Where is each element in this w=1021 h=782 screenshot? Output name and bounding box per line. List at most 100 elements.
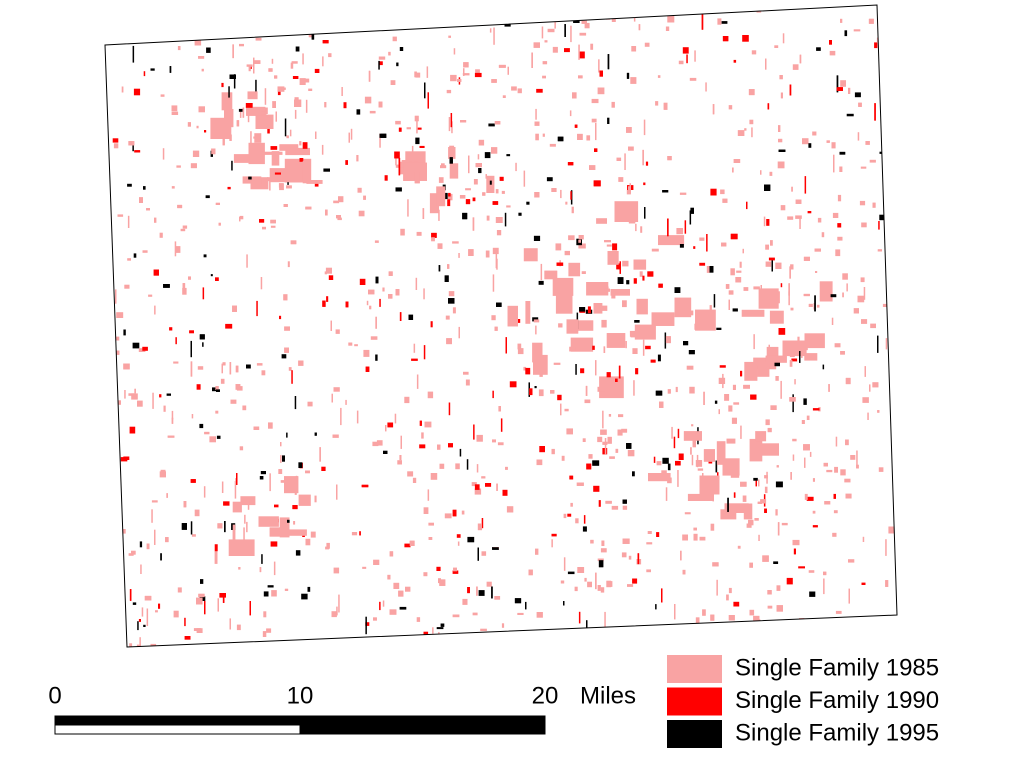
parcel [325, 209, 328, 216]
parcel [270, 219, 276, 224]
parcel [780, 283, 783, 288]
parcel [758, 479, 760, 487]
parcel [730, 268, 735, 276]
parcel [286, 185, 292, 189]
parcel [523, 18, 529, 22]
parcel [366, 300, 369, 306]
parcel [378, 101, 383, 108]
parcel [244, 514, 246, 524]
parcel [423, 288, 425, 300]
parcel [878, 467, 884, 472]
parcel [127, 215, 130, 228]
parcel [744, 128, 747, 131]
parcel [619, 261, 621, 274]
parcel [684, 220, 687, 234]
parcel [198, 593, 205, 598]
parcel [531, 52, 533, 68]
parcel [180, 23, 182, 33]
parcel [615, 448, 619, 453]
parcel [585, 385, 588, 396]
parcel [209, 436, 216, 443]
parcel [597, 585, 601, 591]
parcel [166, 493, 168, 498]
parcel [886, 278, 891, 283]
parcel [263, 591, 269, 597]
parcel [382, 600, 385, 607]
parcel [809, 591, 816, 597]
parcel [465, 379, 470, 386]
parcel [253, 136, 259, 139]
parcel [331, 393, 333, 403]
parcel [622, 505, 628, 510]
parcel [114, 336, 120, 341]
parcel [277, 90, 281, 96]
parcel [534, 192, 540, 198]
parcel [146, 608, 149, 627]
parcel [732, 167, 734, 173]
parcel [284, 347, 289, 353]
parcel [665, 336, 671, 344]
parcel [878, 221, 880, 230]
parcel [764, 184, 771, 191]
parcel [431, 237, 435, 242]
parcel [533, 235, 541, 241]
parcel [646, 569, 651, 573]
parcel [804, 493, 808, 500]
parcel [482, 192, 486, 196]
parcel [733, 402, 740, 405]
parcel [660, 239, 665, 244]
parcel [826, 140, 830, 143]
parcel [532, 342, 543, 363]
parcel [395, 120, 401, 125]
parcel [678, 60, 684, 65]
parcel [356, 410, 359, 424]
parcel [423, 631, 429, 636]
parcel [177, 204, 183, 209]
parcel [840, 18, 843, 23]
parcel [232, 305, 237, 312]
parcel [721, 21, 728, 24]
parcel [767, 427, 772, 433]
parcel [687, 493, 713, 501]
parcel [613, 379, 615, 393]
parcel [604, 288, 610, 292]
parcel [448, 443, 453, 448]
scale-outline [54, 715, 546, 735]
parcel [781, 522, 788, 526]
parcel [292, 505, 298, 510]
parcel [363, 349, 370, 357]
parcel [667, 16, 675, 23]
parcel [880, 41, 882, 59]
parcel [311, 33, 315, 40]
parcel [731, 417, 737, 424]
parcel [201, 68, 204, 72]
parcel [645, 161, 649, 166]
parcel [269, 178, 271, 191]
parcel [306, 180, 323, 184]
parcel [821, 232, 825, 238]
parcel [845, 439, 849, 446]
parcel [112, 520, 118, 526]
parcel [184, 617, 186, 627]
parcel [803, 256, 810, 261]
parcel [650, 359, 656, 363]
parcel [301, 593, 308, 600]
parcel [171, 186, 175, 189]
parcel [717, 18, 722, 25]
parcel [656, 532, 660, 537]
parcel [539, 373, 543, 377]
parcel [804, 353, 818, 361]
parcel [308, 88, 313, 91]
parcel [567, 162, 574, 166]
parcel [471, 482, 477, 487]
parcel [550, 390, 555, 394]
parcel [382, 287, 385, 292]
parcel [653, 456, 656, 463]
parcel [742, 495, 747, 502]
parcel [767, 103, 770, 110]
parcel [557, 136, 564, 142]
parcel [154, 15, 156, 24]
parcel [655, 640, 658, 643]
parcel [467, 587, 470, 594]
parcel [712, 104, 715, 115]
